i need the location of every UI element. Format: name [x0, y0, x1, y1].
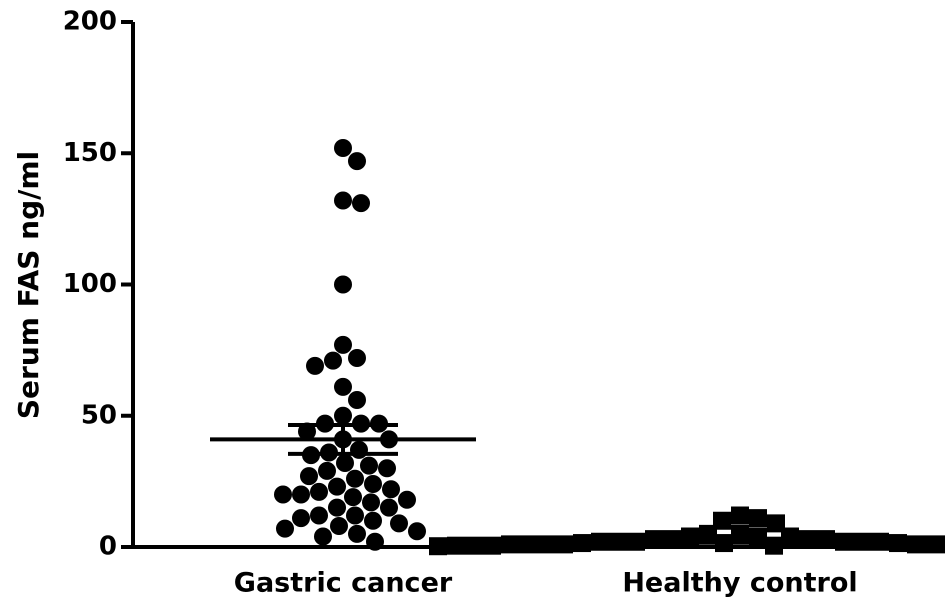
data-point: [360, 456, 378, 475]
data-point: [348, 349, 366, 367]
data-point: [591, 532, 609, 551]
data-point: [408, 522, 426, 541]
data-point: [731, 524, 749, 543]
y-tick-label: 50: [81, 400, 117, 430]
data-point: [390, 514, 408, 533]
data-point: [645, 530, 663, 549]
data-point: [292, 509, 310, 528]
data-point: [501, 535, 519, 554]
data-point: [713, 511, 731, 530]
data-point: [663, 530, 681, 549]
data-point: [334, 139, 352, 157]
data-point: [382, 480, 400, 499]
data-point: [364, 475, 382, 493]
data-point: [292, 485, 310, 504]
data-point: [274, 485, 292, 504]
data-point: [334, 335, 352, 354]
data-point: [334, 191, 352, 210]
data-point: [334, 275, 352, 294]
data-point: [334, 377, 352, 396]
data-point: [328, 498, 346, 517]
data-point: [429, 537, 447, 556]
data-point: [943, 535, 945, 554]
data-point: [346, 469, 364, 488]
data-point: [310, 506, 328, 525]
data-point: [731, 506, 749, 525]
data-point: [907, 535, 925, 554]
data-point: [298, 422, 316, 441]
data-point: [314, 527, 332, 546]
data-point: [398, 490, 416, 509]
data-point: [519, 535, 537, 554]
data-point: [350, 440, 368, 459]
data-point: [799, 530, 817, 549]
data-point: [336, 454, 354, 472]
data-point: [306, 356, 324, 375]
data-point: [364, 511, 382, 530]
y-tick-label: 200: [63, 7, 117, 37]
data-point: [378, 459, 396, 478]
data-point: [483, 536, 501, 555]
data-point: [330, 517, 348, 535]
data-point: [767, 514, 785, 533]
data-point: [318, 461, 336, 480]
data-point: [447, 536, 465, 555]
data-point: [324, 351, 342, 370]
data-point: [348, 391, 366, 409]
data-point: [352, 194, 370, 213]
data-point: [300, 467, 318, 486]
data-point: [537, 535, 555, 554]
data-point: [889, 534, 907, 553]
y-tick-label: 0: [99, 532, 117, 562]
data-point: [348, 524, 366, 543]
y-tick-label: 150: [63, 138, 117, 168]
data-point: [380, 498, 398, 517]
data-point: [276, 519, 294, 538]
x-tick-label: Healthy control: [622, 568, 857, 599]
data-point: [817, 530, 835, 549]
data-point: [573, 534, 591, 553]
y-axis-label: Serum FAS ng/ml: [12, 151, 45, 419]
data-point: [362, 493, 380, 512]
data-point: [328, 477, 346, 496]
data-point: [925, 535, 943, 554]
data-point: [334, 406, 352, 425]
data-point: [749, 509, 767, 528]
y-tick-label: 100: [63, 269, 117, 299]
data-point: [366, 532, 384, 551]
data-point: [871, 532, 889, 551]
error-bar: [685, 538, 795, 545]
data-point: [346, 506, 364, 525]
data-point: [465, 536, 483, 555]
x-tick-label: Gastric cancer: [234, 568, 453, 599]
data-point: [310, 482, 328, 501]
error-bar: [288, 422, 398, 456]
data-point: [555, 535, 573, 554]
data-point: [348, 152, 366, 171]
data-point: [699, 524, 717, 543]
data-point: [344, 488, 362, 507]
